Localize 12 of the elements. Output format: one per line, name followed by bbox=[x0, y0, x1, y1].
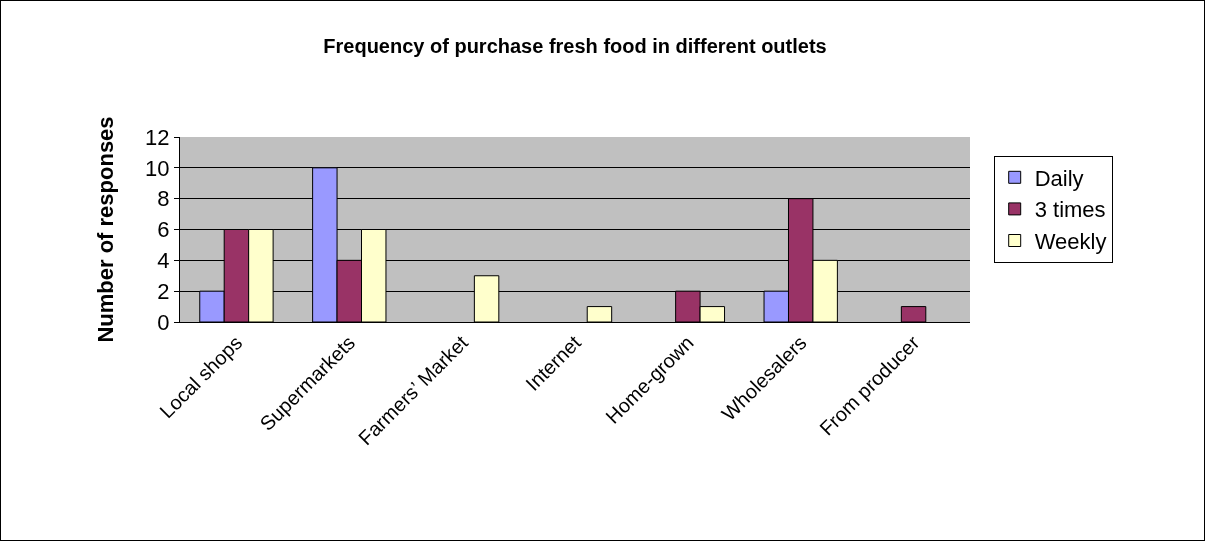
legend-label: Daily bbox=[1034, 165, 1084, 191]
y-axis-title: Number of responses bbox=[92, 116, 118, 343]
chart-title: Frequency of purchase fresh food in different outlets bbox=[323, 34, 827, 57]
legend-label: 3 times bbox=[1034, 197, 1106, 223]
y-tick-label: 2 bbox=[157, 278, 170, 304]
y-tick-label: 0 bbox=[157, 309, 170, 335]
y-tick-label: 8 bbox=[157, 186, 170, 212]
y-tick-label: 6 bbox=[157, 217, 170, 243]
y-tick-label: 10 bbox=[145, 155, 170, 181]
y-tick-label: 4 bbox=[157, 248, 170, 274]
y-tick-label: 12 bbox=[145, 124, 170, 150]
legend-label: Weekly bbox=[1034, 229, 1107, 255]
